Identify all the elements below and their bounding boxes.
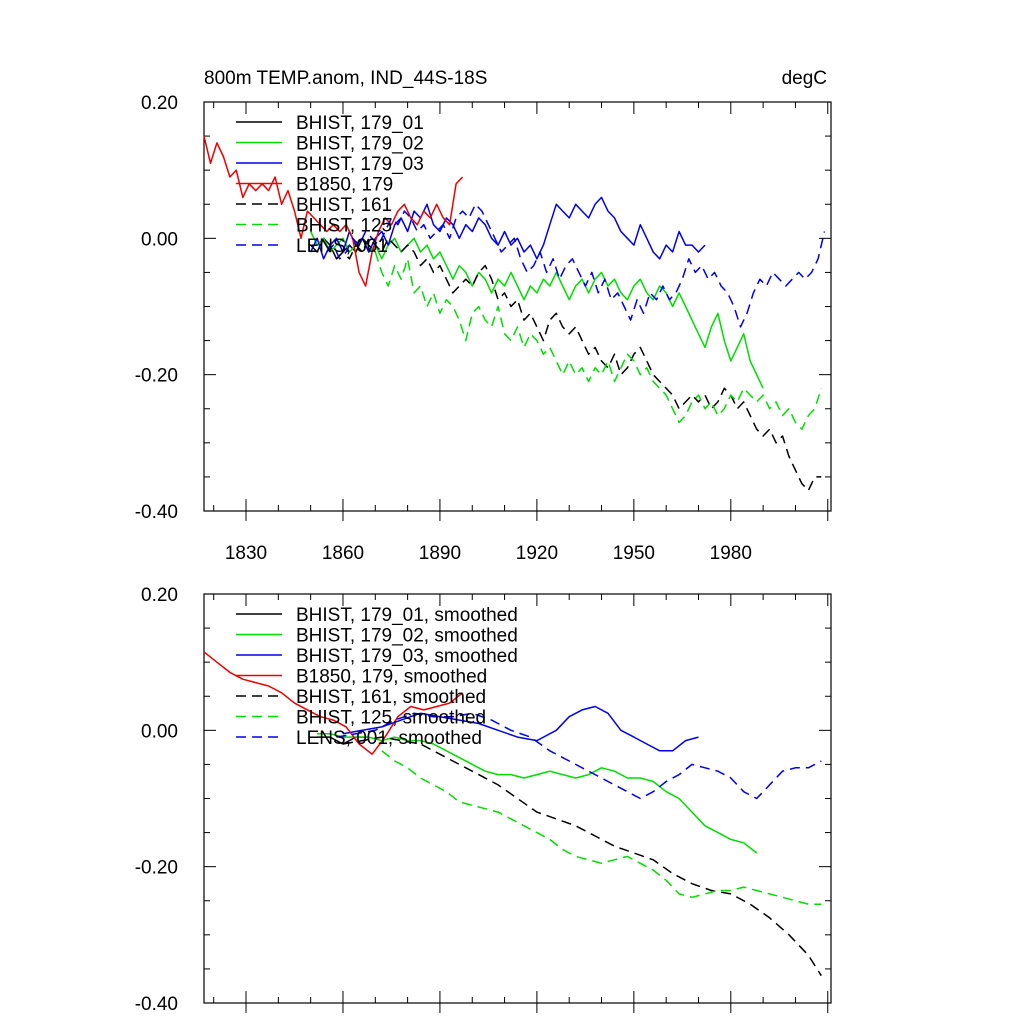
x-tick-label: 1980	[710, 543, 752, 564]
legend-label: LENS, 001, smoothed	[296, 728, 482, 749]
legend-label: BHIST, 179_01, smoothed	[296, 605, 518, 626]
x-tick-label: 1890	[419, 543, 461, 564]
y-tick-label: 0.20	[141, 585, 178, 606]
y-tick-label: -0.20	[135, 858, 178, 879]
y-tick-label: -0.20	[135, 366, 178, 387]
y-tick-label: -0.40	[135, 502, 178, 523]
series-line	[203, 651, 464, 755]
legend-label: BHIST, 161, smoothed	[296, 687, 486, 708]
x-tick-label: 1860	[322, 543, 364, 564]
legend-label: BHIST, 179_01	[296, 113, 424, 134]
series-line	[310, 231, 764, 389]
series-line	[326, 203, 826, 328]
legend-label: B1850, 179	[296, 175, 393, 196]
legend-label: BHIST, 179_03	[296, 154, 424, 175]
series-line	[336, 712, 822, 800]
x-tick-label: 1920	[516, 543, 558, 564]
legend-label: BHIST, 125	[296, 216, 392, 237]
tick-marks	[204, 101, 831, 521]
series-line	[381, 750, 822, 905]
y-tick-label: 0.20	[141, 93, 178, 114]
series-line	[203, 135, 464, 287]
series-line	[342, 736, 822, 977]
y-tick-label: -0.40	[135, 994, 178, 1015]
y-tick-label: 0.00	[141, 721, 178, 742]
series-lines	[203, 651, 822, 977]
x-tick-label: 1830	[225, 543, 267, 564]
series-line	[374, 251, 823, 430]
legend-label: BHIST, 161	[296, 195, 392, 216]
axis-labels: 0.20 0.00 -0.20 -0.40	[135, 585, 178, 1015]
legend-label: LENS, 001	[296, 236, 388, 257]
top-panel: 800m TEMP.anom, IND_44S-18S degC BHIST, …	[135, 68, 832, 564]
legend-label: BHIST, 179_02, smoothed	[296, 626, 518, 647]
legend-label: BHIST, 125, smoothed	[296, 708, 486, 729]
series-line	[335, 237, 822, 492]
units-label: degC	[782, 68, 827, 89]
legend-label: B1850, 179, smoothed	[296, 667, 487, 688]
x-tick-label: 1950	[613, 543, 655, 564]
series-line	[342, 705, 699, 752]
axis-labels: 0.20 0.00 -0.20 -0.40 1830 1860 1890 1920 1950 19…	[135, 93, 752, 564]
tick-marks	[204, 593, 831, 1013]
legend-label: BHIST, 179_03, smoothed	[296, 646, 518, 667]
legend-label: BHIST, 179_02	[296, 134, 424, 155]
y-tick-label: 0.00	[141, 229, 178, 250]
chart-title: 800m TEMP.anom, IND_44S-18S	[204, 68, 487, 89]
series-lines	[203, 135, 826, 492]
